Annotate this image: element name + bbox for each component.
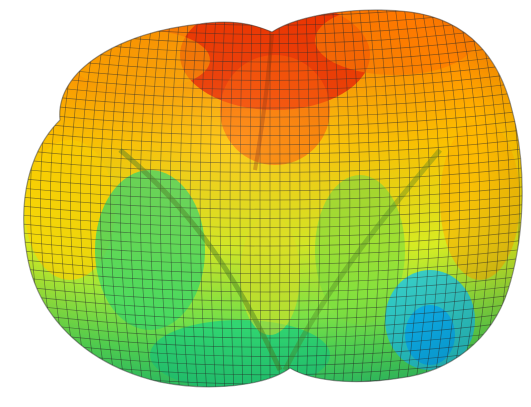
mesh-parallel-line: [23, 10, 523, 26]
mesh-parallel-line: [0, 0, 531, 7]
mesh-meridian-line: [0, 0, 22, 407]
mesh-parallel-line: [23, 10, 523, 17]
mesh-parallel-line: [23, 381, 523, 387]
